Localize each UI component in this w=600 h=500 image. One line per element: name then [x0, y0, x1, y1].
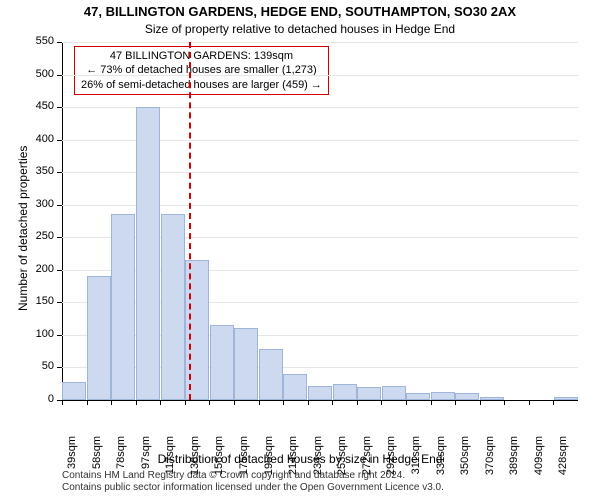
- x-tick-label: 428sqm: [557, 436, 569, 480]
- histogram-bar: [234, 328, 258, 400]
- x-axis-line: [62, 400, 578, 401]
- x-tick: [529, 400, 530, 405]
- histogram-bar: [333, 384, 357, 400]
- y-tick: [57, 237, 62, 238]
- y-tick-label: 350: [26, 165, 54, 177]
- gridline-h: [62, 42, 578, 43]
- x-tick: [160, 400, 161, 405]
- y-tick: [57, 302, 62, 303]
- x-tick-label: 234sqm: [312, 436, 324, 480]
- x-tick-label: 253sqm: [336, 436, 348, 480]
- x-tick: [504, 400, 505, 405]
- annotation-line-3: 26% of semi-detached houses are larger (…: [81, 78, 322, 92]
- reference-line: [189, 42, 191, 400]
- y-tick-label: 300: [26, 198, 54, 210]
- y-tick: [57, 140, 62, 141]
- x-tick: [234, 400, 235, 405]
- histogram-bar: [111, 214, 135, 400]
- x-tick: [553, 400, 554, 405]
- y-axis-line: [62, 42, 63, 400]
- gridline-h: [62, 75, 578, 76]
- x-tick-label: 389sqm: [508, 436, 520, 480]
- y-tick-label: 50: [26, 360, 54, 372]
- y-tick: [57, 270, 62, 271]
- x-tick: [480, 400, 481, 405]
- x-tick: [357, 400, 358, 405]
- y-tick: [57, 107, 62, 108]
- histogram-bar: [554, 397, 578, 400]
- y-tick: [57, 367, 62, 368]
- y-tick: [57, 42, 62, 43]
- y-tick-label: 500: [26, 68, 54, 80]
- x-tick: [308, 400, 309, 405]
- x-tick: [332, 400, 333, 405]
- chart-title-sub: Size of property relative to detached ho…: [0, 22, 600, 36]
- y-tick: [57, 75, 62, 76]
- y-tick-label: 400: [26, 133, 54, 145]
- y-tick-label: 150: [26, 295, 54, 307]
- x-tick-label: 195sqm: [263, 436, 275, 480]
- x-tick-label: 78sqm: [115, 436, 127, 480]
- chart-title-main: 47, BILLINGTON GARDENS, HEDGE END, SOUTH…: [0, 4, 600, 19]
- x-tick: [87, 400, 88, 405]
- y-tick: [57, 172, 62, 173]
- x-tick: [283, 400, 284, 405]
- annotation-line-1: 47 BILLINGTON GARDENS: 139sqm: [81, 49, 322, 63]
- histogram-bar: [308, 386, 332, 400]
- histogram-bar: [357, 387, 381, 400]
- x-tick-label: 311sqm: [410, 436, 422, 480]
- x-tick: [136, 400, 137, 405]
- histogram-bar: [283, 374, 307, 400]
- histogram-bar: [382, 386, 406, 400]
- x-tick: [62, 400, 63, 405]
- y-tick-label: 100: [26, 328, 54, 340]
- y-tick-label: 200: [26, 263, 54, 275]
- x-tick-label: 331sqm: [435, 436, 447, 480]
- x-tick: [111, 400, 112, 405]
- y-tick-label: 0: [26, 393, 54, 405]
- x-tick: [259, 400, 260, 405]
- histogram-bar: [136, 107, 160, 400]
- x-tick-label: 117sqm: [164, 436, 176, 480]
- histogram-bar: [406, 393, 430, 400]
- histogram-bar: [431, 392, 455, 400]
- y-tick: [57, 205, 62, 206]
- x-tick-label: 136sqm: [189, 436, 201, 480]
- x-tick-label: 292sqm: [385, 436, 397, 480]
- x-tick-label: 39sqm: [66, 436, 78, 480]
- histogram-bar: [480, 397, 504, 400]
- histogram-bar: [455, 393, 479, 400]
- x-tick: [381, 400, 382, 405]
- x-tick: [455, 400, 456, 405]
- histogram-bar: [161, 214, 185, 400]
- y-tick-label: 550: [26, 35, 54, 47]
- x-tick-label: 156sqm: [213, 436, 225, 480]
- x-tick: [431, 400, 432, 405]
- annotation-box: 47 BILLINGTON GARDENS: 139sqm ← 73% of d…: [74, 46, 329, 95]
- x-tick-label: 370sqm: [484, 436, 496, 480]
- histogram-bar: [259, 349, 283, 400]
- histogram-bar: [210, 325, 234, 400]
- x-tick-label: 272sqm: [361, 436, 373, 480]
- x-tick-label: 409sqm: [533, 436, 545, 480]
- footer-line-2: Contains public sector information licen…: [62, 482, 444, 494]
- y-tick-label: 450: [26, 100, 54, 112]
- x-tick-label: 214sqm: [287, 436, 299, 480]
- x-tick-label: 175sqm: [238, 436, 250, 480]
- x-tick-label: 97sqm: [140, 436, 152, 480]
- y-tick: [57, 335, 62, 336]
- x-tick: [209, 400, 210, 405]
- x-tick: [406, 400, 407, 405]
- histogram-bar: [87, 276, 111, 400]
- x-tick-label: 350sqm: [459, 436, 471, 480]
- histogram-bar: [62, 382, 86, 400]
- x-tick-label: 58sqm: [91, 436, 103, 480]
- x-tick: [185, 400, 186, 405]
- y-tick-label: 250: [26, 230, 54, 242]
